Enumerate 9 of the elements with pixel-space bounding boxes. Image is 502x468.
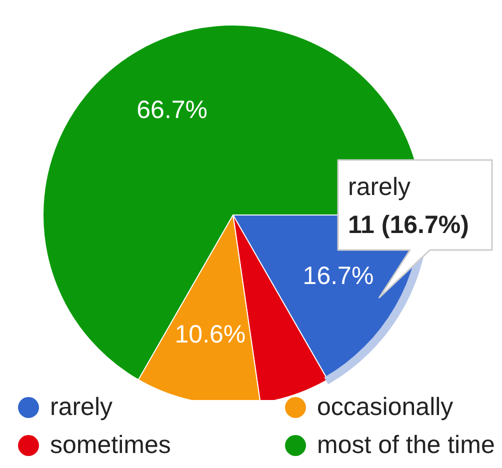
legend-label: most of the time — [317, 431, 495, 459]
legend-label: occasionally — [317, 393, 454, 421]
text: 11 (16.7%) — [348, 211, 469, 239]
data-label: 10.6% — [174, 320, 246, 348]
text: rarely — [348, 173, 411, 201]
legend-label: sometimes — [50, 431, 171, 459]
data-label: 66.7% — [136, 96, 208, 124]
legend-label: rarely — [50, 393, 113, 421]
data-label: 16.7% — [302, 262, 374, 290]
